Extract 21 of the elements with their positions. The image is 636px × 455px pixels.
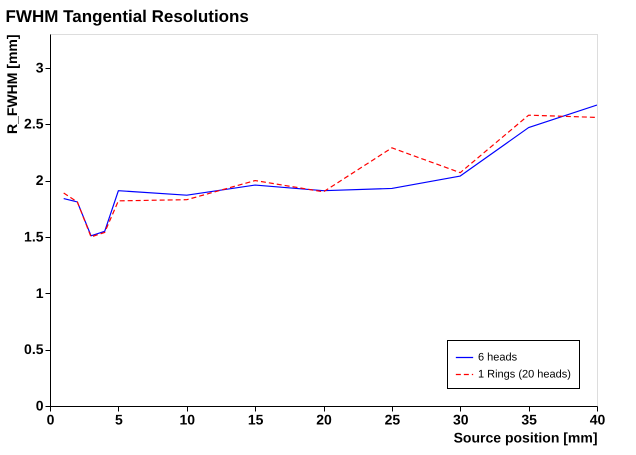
x-tick-label: 0 [46,412,55,428]
x-tick-label: 5 [114,412,123,428]
y-axis-title: R_FWHM [mm] [4,34,20,134]
y-tick-label: 1.5 [24,228,44,244]
legend-label: 1 Rings (20 heads) [478,368,571,380]
chart-title: FWHM Tangential Resolutions [6,7,249,26]
y-tick-label: 0 [36,398,44,414]
y-tick-label: 2.5 [24,116,44,132]
x-tick-label: 25 [384,412,400,428]
x-tick-label: 10 [179,412,196,428]
legend-label: 6 heads [478,352,518,364]
x-axis-title: Source position [mm] [454,430,598,446]
y-tick-label: 3 [36,59,44,76]
x-tick-label: 35 [521,412,538,428]
y-tick-label: 2 [36,172,44,188]
y-tick-label: 0.5 [24,341,44,358]
y-tick-label: 1 [36,284,44,301]
x-tick-label: 20 [316,412,332,428]
x-tick-label: 40 [590,412,606,428]
x-tick-label: 30 [452,412,469,428]
x-tick-label: 15 [248,412,264,428]
